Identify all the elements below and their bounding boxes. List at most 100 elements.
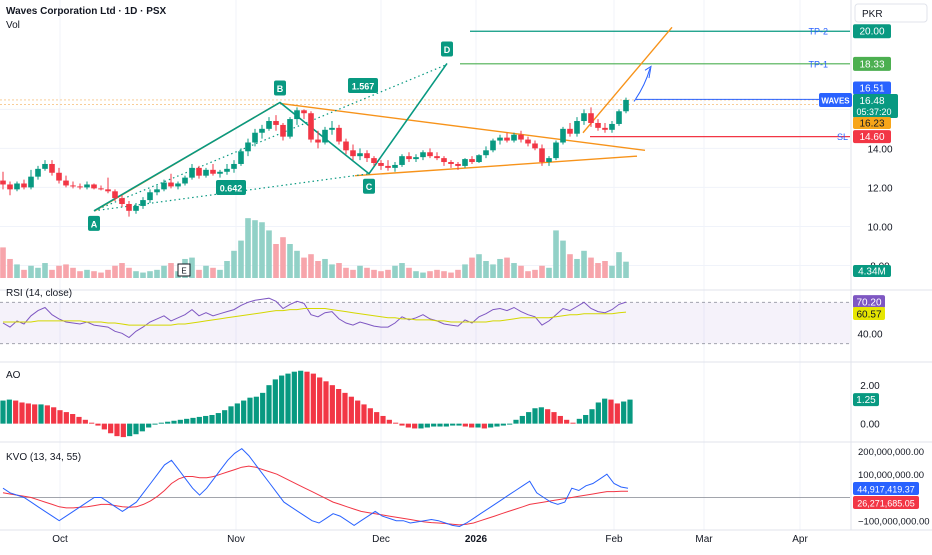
- volume-bar: [357, 265, 363, 278]
- candle-body: [217, 171, 223, 174]
- candle-body: [182, 177, 188, 184]
- candle-body: [448, 162, 454, 164]
- currency-button[interactable]: [854, 3, 928, 23]
- ao-bar: [304, 371, 310, 424]
- candle-body: [595, 122, 601, 128]
- volume-bar: [553, 230, 559, 278]
- candle-body: [462, 159, 468, 166]
- candle-body: [287, 119, 293, 137]
- volume-bar: [259, 222, 265, 278]
- ao-bar: [32, 404, 38, 424]
- price-tick-label: 10.00: [867, 222, 892, 233]
- volume-bar: [252, 220, 258, 278]
- candle-body: [119, 198, 125, 204]
- volume-bar: [420, 272, 426, 278]
- candle-body: [294, 110, 300, 120]
- candle-body: [490, 140, 496, 151]
- event-marker[interactable]: [177, 263, 191, 277]
- ao-value-label: 1.25: [856, 395, 876, 406]
- candle-body: [602, 127, 608, 130]
- kvo-signal-line: [2, 465, 628, 526]
- rsi-ma-value-box: [853, 307, 885, 320]
- event-marker-label: E: [181, 267, 186, 276]
- candle-body: [497, 137, 503, 141]
- volume-bar: [196, 269, 202, 278]
- candle-body: [546, 158, 552, 163]
- volume-value-label: 4.34M: [858, 267, 886, 278]
- ao-title: AO: [6, 370, 21, 381]
- volume-bar: [91, 271, 97, 278]
- kvo-line: [2, 447, 629, 528]
- candle-body: [77, 186, 83, 188]
- candle-body: [7, 184, 13, 190]
- volume-bar: [511, 263, 517, 278]
- ao-bar: [570, 422, 576, 424]
- ao-bar: [418, 423, 424, 429]
- candle-body: [322, 129, 328, 143]
- ao-bar: [374, 412, 380, 424]
- volume-bar: [77, 271, 83, 278]
- volume-bar: [28, 265, 34, 278]
- rsi-title: RSI (14, close): [6, 288, 72, 299]
- volume-bar: [371, 269, 377, 278]
- ao-bar: [507, 423, 513, 425]
- candle-body: [56, 172, 62, 181]
- ao-bar: [367, 408, 373, 424]
- ao-bar: [583, 414, 589, 424]
- candle-body: [273, 121, 279, 125]
- ao-bar: [557, 415, 563, 424]
- volume-bar: [392, 265, 398, 278]
- ratio-top-label-box: [348, 78, 378, 93]
- volume-bar: [273, 244, 279, 278]
- ao-bar: [437, 423, 443, 427]
- candle-body: [525, 139, 531, 144]
- candle-body: [224, 168, 230, 172]
- candle-body: [385, 165, 391, 168]
- candle-body: [574, 121, 580, 134]
- rsi-value-box: [853, 295, 885, 309]
- sl-price-label-box: [853, 130, 891, 144]
- ao-bar: [551, 412, 557, 424]
- volume-bar: [35, 267, 41, 278]
- abcd-point-label: A: [91, 219, 98, 229]
- x-tick-label: Oct: [52, 534, 68, 545]
- candle-body: [371, 158, 377, 163]
- candle-body: [112, 191, 118, 199]
- x-tick-label: Dec: [372, 534, 390, 545]
- volume-bar: [525, 271, 531, 278]
- candle-body: [252, 132, 258, 143]
- kvo-signal-value-box: [853, 496, 919, 509]
- volume-bar: [140, 272, 146, 278]
- projection-arrowhead: [644, 65, 652, 79]
- ao-bar: [386, 419, 392, 424]
- ao-bar: [462, 423, 468, 427]
- ao-bar: [190, 417, 196, 424]
- ao-bar: [222, 410, 228, 424]
- candle-body: [70, 185, 76, 187]
- ao-bar: [608, 399, 614, 424]
- volume-pane-label: Vol: [6, 20, 20, 31]
- candle-body: [14, 183, 20, 190]
- ao-bar: [443, 423, 449, 427]
- volume-bar: [147, 271, 153, 278]
- rsi-ma-line: [3, 308, 627, 326]
- ao-bar: [19, 402, 25, 424]
- ao-bar: [380, 415, 386, 424]
- candle-body: [91, 184, 97, 189]
- symbol-title: Waves Corporation Ltd · 1D · PSX: [6, 6, 167, 17]
- candle-body: [189, 167, 195, 178]
- ao-bar: [139, 423, 145, 432]
- ao-value-box: [853, 393, 879, 407]
- ao-bar: [114, 423, 120, 437]
- volume-bar: [126, 267, 132, 278]
- sl-price-label: 14.60: [859, 132, 884, 143]
- volume-bar: [385, 269, 391, 278]
- volume-bar: [329, 264, 335, 278]
- candle-body: [420, 152, 426, 158]
- kvo-title: KVO (13, 34, 55): [6, 452, 81, 463]
- volume-bar: [224, 261, 230, 278]
- wedge-lower-line: [354, 155, 638, 177]
- ao-bar: [165, 421, 171, 424]
